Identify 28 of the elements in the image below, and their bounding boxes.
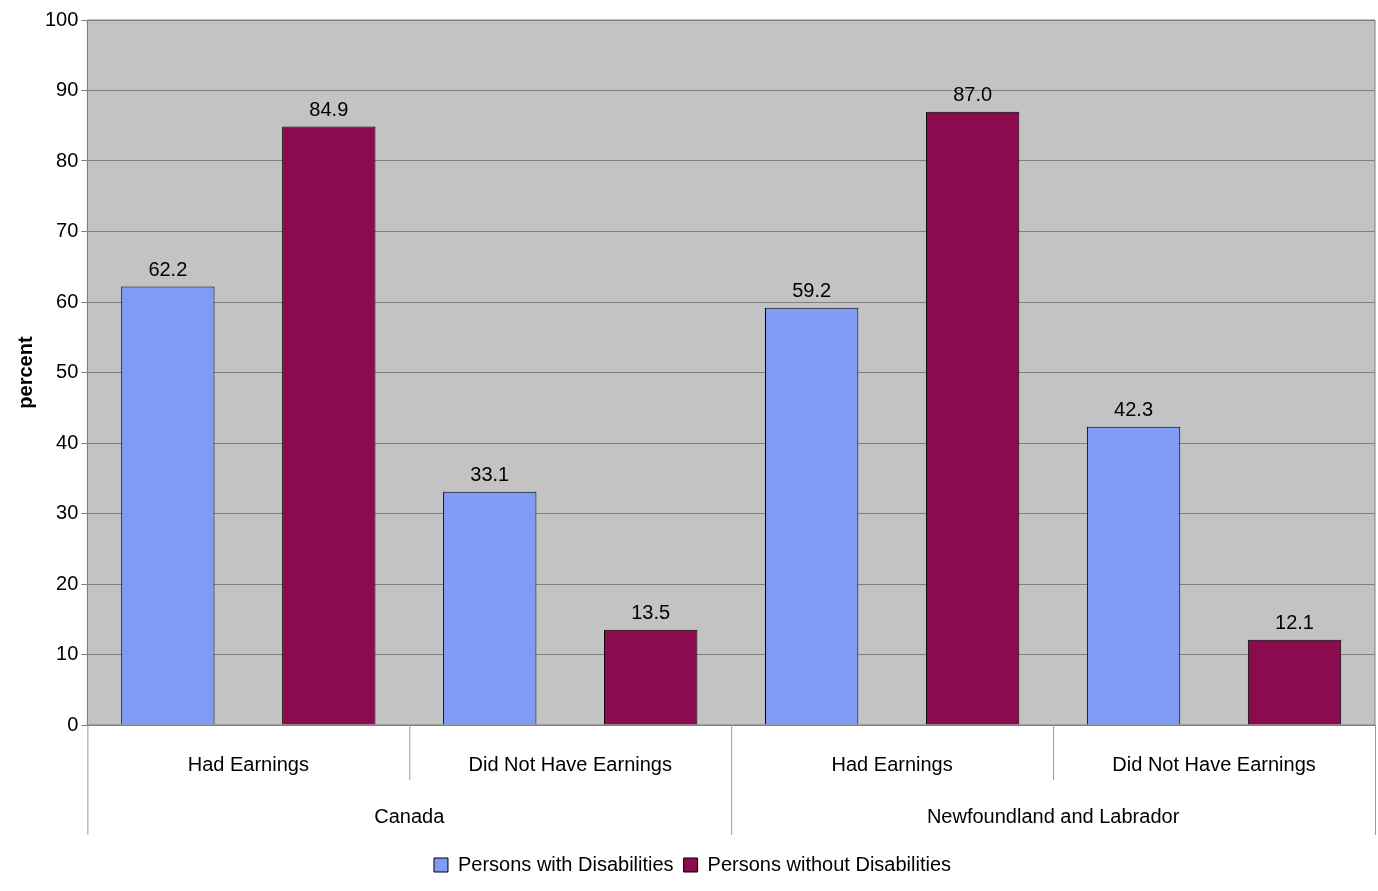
text: 42.3	[1114, 398, 1154, 421]
text: 13.5	[631, 601, 671, 624]
text: Newfoundland and Labrador	[926, 804, 1180, 827]
text: 62.2	[148, 258, 188, 281]
text: 33.1	[470, 463, 510, 486]
y-axis-title: percent	[13, 336, 36, 409]
x-tick-label: Had Earnings	[187, 752, 309, 775]
y-tick-label: 30	[56, 501, 79, 524]
text: 87.0	[953, 83, 993, 106]
y-tick-label: 80	[56, 148, 79, 171]
text: Canada	[374, 804, 446, 827]
text: 12.1	[1275, 611, 1314, 634]
y-tick-label: 50	[56, 360, 79, 383]
y-tick-label: 90	[56, 78, 79, 101]
y-tick-label: 20	[56, 571, 79, 594]
x-tick-label: Did Not Have Earnings	[1112, 752, 1316, 775]
legend-label: Persons with Disabilities	[457, 852, 674, 875]
y-tick-label: 0	[67, 712, 79, 735]
x-tick-label: Did Not Have Earnings	[468, 752, 672, 775]
y-tick-label: 10	[56, 642, 79, 665]
y-tick-label: 70	[56, 219, 79, 242]
y-tick-label: 100	[44, 7, 79, 30]
legend-label: Persons without Disabilities	[707, 852, 952, 875]
text: 59.2	[792, 279, 832, 302]
text: 84.9	[309, 97, 349, 120]
x-tick-label: Had Earnings	[831, 752, 953, 775]
y-tick-label: 40	[56, 430, 79, 453]
y-tick-label: 60	[56, 289, 79, 312]
